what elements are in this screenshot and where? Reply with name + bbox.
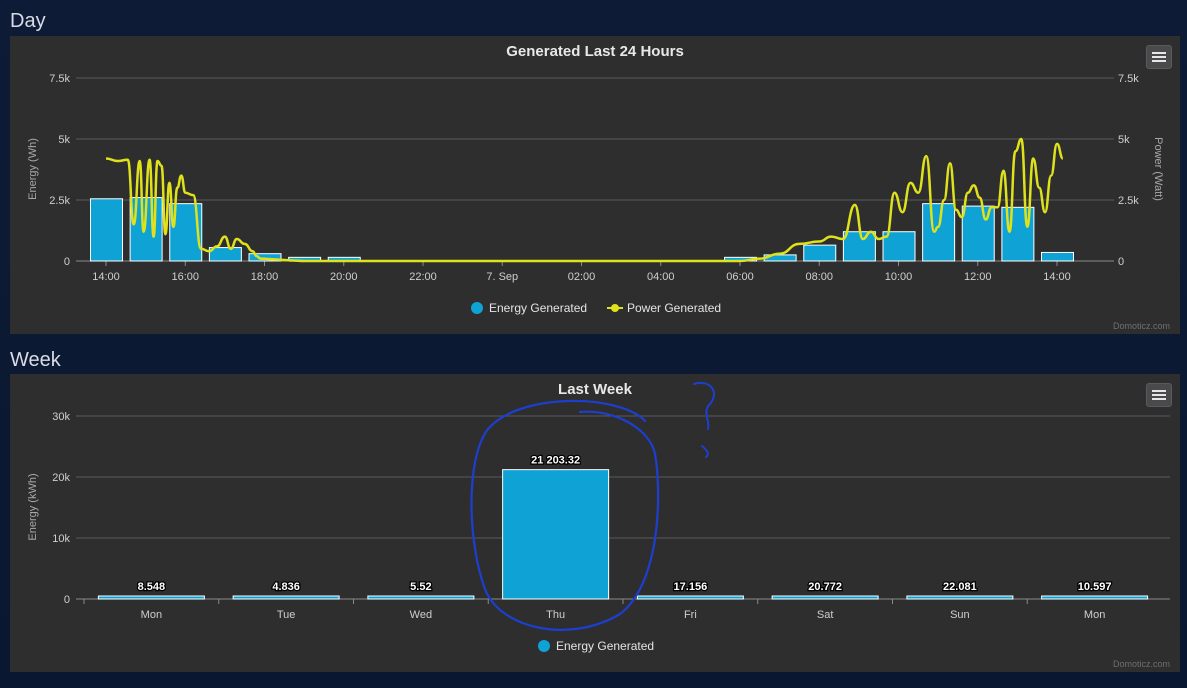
day-x-tick-label: 14:00: [1043, 271, 1071, 283]
day-x-tick-label: 18:00: [251, 271, 279, 283]
week-x-tick-label: Mon: [141, 609, 162, 621]
week-x-tick-label: Wed: [410, 609, 432, 621]
day-chart-title: Generated Last 24 Hours: [506, 43, 684, 60]
menu-icon-line: [1152, 398, 1166, 400]
menu-icon-line: [1152, 60, 1166, 62]
week-x-tick-label: Thu: [546, 609, 565, 621]
day-x-tick-label: 16:00: [171, 271, 199, 283]
week-bar-data-label: 21 203.32: [531, 455, 580, 467]
week-energy-bar: [97, 595, 205, 600]
week-energy-bar: [232, 595, 340, 600]
day-x-tick-label: 04:00: [647, 271, 675, 283]
day-y-tick-label: 7.5k: [49, 73, 70, 85]
day-y2-tick-label: 0: [1118, 256, 1124, 268]
week-y-tick-label: 10k: [52, 533, 70, 545]
week-x-tick-label: Fri: [684, 609, 697, 621]
day-power-line: [105, 137, 1064, 263]
day-credit: Domoticz.com: [1113, 321, 1170, 331]
menu-icon-line: [1152, 390, 1166, 392]
week-credit: Domoticz.com: [1113, 659, 1170, 669]
week-legend-energy-marker: [538, 640, 550, 652]
day-x-tick-label: 12:00: [964, 271, 992, 283]
week-x-tick-label: Sat: [817, 609, 834, 621]
legend-energy-label: Energy Generated: [489, 301, 587, 315]
legend-energy-marker: [471, 302, 483, 314]
day-energy-bar: [922, 203, 956, 262]
day-x-tick-label: 20:00: [330, 271, 358, 283]
week-x-tick-label: Mon: [1084, 609, 1105, 621]
week-chart: Last Week 0 10k 20k 30k Energy (kWh) 8.548 Mon 4…: [27, 381, 1170, 669]
day-chart-panel: Generated Last 24 Hours 0 2.5k 5k 7.5k 0 2.5k 5…: [10, 36, 1180, 334]
week-energy-bar: [1041, 595, 1149, 600]
week-chart-panel: Last Week 0 10k 20k 30k Energy (kWh) 8.548 Mon 4…: [10, 374, 1180, 672]
menu-icon-line: [1152, 394, 1166, 396]
week-section-title: Week: [10, 349, 61, 371]
week-energy-bar: [636, 595, 744, 600]
day-section-title: Day: [10, 10, 46, 32]
week-energy-bar: [367, 595, 475, 600]
week-x-tick-label: Tue: [277, 609, 296, 621]
hand-drawn-question-mark: [693, 381, 715, 458]
day-x-tick-label: 14:00: [92, 271, 120, 283]
day-chart-menu-button[interactable]: [1146, 45, 1172, 69]
week-chart-title: Last Week: [558, 381, 633, 398]
week-legend-energy-label: Energy Generated: [556, 639, 654, 653]
week-x-tick-label: Sun: [950, 609, 970, 621]
week-y-tick-label: 20k: [52, 472, 70, 484]
day-y-tick-label: 5k: [58, 134, 70, 146]
week-chart-menu-button[interactable]: [1146, 383, 1172, 407]
day-energy-bar: [803, 244, 837, 262]
day-x-tick-label: 7. Sep: [486, 271, 518, 283]
week-energy-bar: [906, 595, 1014, 600]
day-y2-tick-label: 7.5k: [1118, 73, 1139, 85]
day-energy-bar: [248, 253, 282, 262]
week-y-tick-label: 0: [64, 594, 70, 606]
week-bar-data-label: 4.836: [272, 581, 300, 593]
week-y-axis-label: Energy (kWh): [27, 473, 39, 540]
day-chart: Generated Last 24 Hours 0 2.5k 5k 7.5k 0 2.5k 5…: [27, 43, 1170, 331]
day-x-tick-label: 06:00: [726, 271, 754, 283]
week-bar-data-label: 5.52: [410, 581, 431, 593]
week-bar-data-label: 20.772: [808, 581, 842, 593]
day-x-tick-label: 10:00: [885, 271, 913, 283]
week-bar-data-label: 17.156: [674, 581, 708, 593]
week-energy-bar: [502, 469, 610, 600]
day-energy-bar: [1041, 251, 1074, 262]
day-y-tick-label: 2.5k: [49, 195, 70, 207]
week-bar-data-label: 10.597: [1078, 581, 1112, 593]
day-energy-bar: [882, 231, 916, 262]
day-y2-axis-label: Power (Watt): [1152, 137, 1164, 201]
day-x-tick-label: 22:00: [409, 271, 437, 283]
menu-icon-line: [1152, 52, 1166, 54]
day-x-tick-label: 02:00: [568, 271, 596, 283]
hand-drawn-circle-annotation: [470, 399, 660, 631]
day-energy-bar: [208, 247, 242, 262]
day-y-axis-label: Energy (Wh): [27, 138, 39, 200]
day-y2-tick-label: 5k: [1118, 134, 1130, 146]
menu-icon-line: [1152, 56, 1166, 58]
day-x-tick-label: 08:00: [805, 271, 833, 283]
annotation-text: ?: [700, 389, 701, 391]
week-energy-bar: [771, 595, 879, 600]
day-y-tick-label: 0: [64, 256, 70, 268]
legend-power-marker: [611, 304, 619, 312]
week-bar-data-label: 22.081: [943, 581, 977, 593]
day-energy-bar: [842, 231, 876, 262]
day-energy-bar: [90, 198, 123, 262]
week-bar-data-label: 8.548: [138, 581, 166, 593]
week-y-tick-label: 30k: [52, 411, 70, 423]
day-y2-tick-label: 2.5k: [1118, 195, 1139, 207]
legend-power-label: Power Generated: [627, 301, 721, 315]
